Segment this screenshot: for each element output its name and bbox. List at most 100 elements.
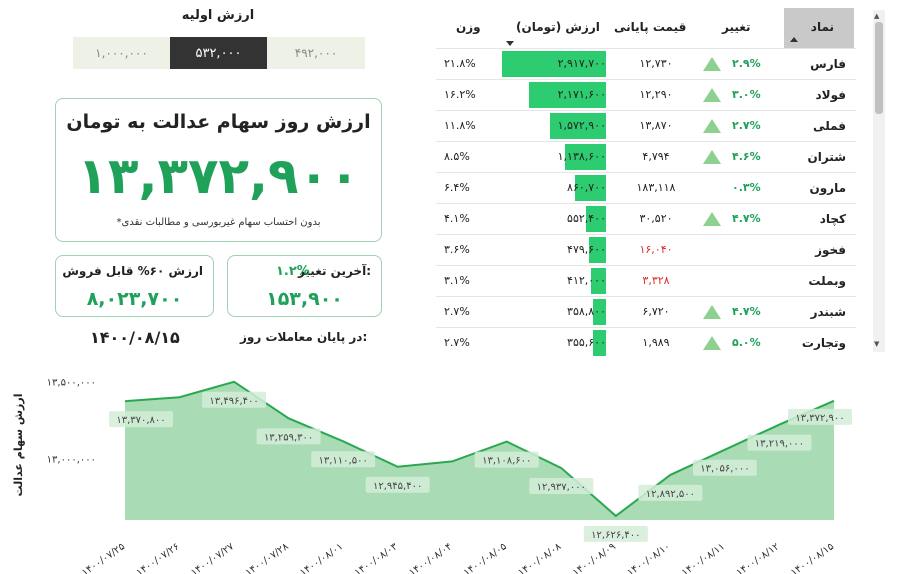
data-label: ۱۲,۹۴۵,۴۰۰ [373, 481, 422, 492]
data-label-box [256, 428, 321, 445]
row-value: ۲,۹۱۷,۷۰۰ [557, 57, 606, 70]
x-tick-label: ۱۴۰۰/۰۸/۰۸ [516, 541, 564, 574]
row-symbol[interactable]: وبملت [808, 274, 846, 288]
data-label-box [788, 408, 852, 425]
data-label-box [109, 411, 173, 428]
data-label-box [692, 459, 757, 476]
trading-date: ۱۴۰۰/۰۸/۱۵ [90, 328, 180, 347]
y-tick-label: ۱۳,۰۰۰,۰۰۰ [47, 454, 96, 465]
row-change: ۴.۶% [732, 150, 761, 163]
row-value: ۳۵۸,۸۰۰ [567, 305, 606, 318]
row-weight: ۲.۷% [444, 305, 470, 318]
data-label: ۱۲,۶۲۶,۴۰۰ [591, 530, 640, 541]
x-tick-label: ۱۴۰۰/۰۷/۲۷ [189, 541, 237, 574]
up-arrow-icon [703, 212, 721, 226]
row-symbol[interactable]: مارون [809, 181, 846, 195]
row-value: ۱,۱۳۸,۶۰۰ [557, 150, 606, 163]
table-row[interactable]: ۳.۶% ۴۷۹,۶۰۰ ۱۶,۰۴۰ فخوز [436, 234, 856, 266]
row-weight: ۴.۱% [444, 212, 470, 225]
table-row[interactable]: ۳.۱% ۴۱۲,۰۰۰ ۳,۳۲۸ وبملت [436, 265, 856, 297]
data-label-box [638, 484, 703, 501]
header-weight[interactable]: وزن [456, 20, 481, 34]
row-price: ۱۸۳,۱۱۸ [636, 181, 676, 194]
table-row[interactable]: ۱۶.۲% ۲,۱۷۱,۶۰۰ ۱۲,۲۹۰ ۳.۰% فولاد [436, 79, 856, 111]
table-row[interactable]: ۴.۱% ۵۵۲,۴۰۰ ۳۰,۵۲۰ ۴.۷% کچاد [436, 203, 856, 235]
scroll-down-icon[interactable]: ▼ [874, 340, 880, 348]
row-change: ۴.۷% [732, 212, 761, 225]
row-price: ۱۲,۲۹۰ [639, 88, 673, 101]
holdings-table: وزن ارزش (تومان) قیمت پایانی تغییر نماد … [436, 8, 856, 356]
data-label-box [365, 476, 430, 493]
up-arrow-icon [703, 57, 721, 71]
row-weight: ۲۱.۸% [444, 57, 476, 70]
x-tick-label: ۱۴۰۰/۰۸/۰۳ [353, 541, 401, 574]
x-tick-label: ۱۴۰۰/۰۸/۰۴ [407, 541, 454, 574]
row-value-bar [565, 144, 606, 170]
table-row[interactable]: ۸.۵% ۱,۱۳۸,۶۰۰ ۴,۷۹۴ ۴.۶% شتران [436, 141, 856, 173]
row-value: ۵۵۲,۴۰۰ [567, 212, 606, 225]
row-value-bar [593, 330, 606, 356]
row-symbol[interactable]: کچاد [819, 212, 846, 226]
data-label: ۱۳,۴۹۶,۴۰۰ [209, 396, 258, 407]
row-value-bar [591, 268, 606, 294]
initial-value-option-532000[interactable]: ۵۳۲,۰۰۰ [170, 37, 267, 69]
x-tick-label: ۱۴۰۰/۰۸/۰۵ [462, 541, 509, 574]
up-arrow-icon [703, 305, 721, 319]
row-value-bar [586, 206, 606, 232]
x-tick-label: ۱۴۰۰/۰۸/۰۱ [298, 541, 345, 574]
data-label-box [474, 451, 539, 468]
daily-value-card: ارزش روز سهام عدالت به تومان ۱۳,۳۷۲,۹۰۰ … [55, 98, 382, 242]
row-change: ۵.۰% [732, 336, 761, 349]
x-tick-label: ۱۴۰۰/۰۸/۱۵ [789, 541, 836, 574]
row-change: ۲.۷% [732, 119, 761, 132]
table-row[interactable]: ۶.۴% ۸۶۰,۷۰۰ ۱۸۳,۱۱۸ ۰.۳% مارون [436, 172, 856, 204]
initial-value-option-1000000[interactable]: ۱,۰۰۰,۰۰۰ [73, 37, 170, 69]
row-symbol[interactable]: فخوز [815, 243, 846, 257]
row-price: ۶,۷۲۰ [642, 305, 670, 318]
table-row[interactable]: ۱۱.۸% ۱,۵۷۲,۹۰۰ ۱۳,۸۷۰ ۲.۷% فملی [436, 110, 856, 142]
table-row[interactable]: ۲۱.۸% ۲,۹۱۷,۷۰۰ ۱۲,۷۳۰ ۲.۹% فارس [436, 48, 856, 80]
table-scrollbar-thumb[interactable] [875, 22, 883, 114]
row-price: ۴,۷۹۴ [642, 150, 670, 163]
data-label: ۱۳,۲۱۹,۰۰۰ [755, 439, 804, 450]
data-label: ۱۳,۱۱۰,۵۰۰ [318, 455, 367, 466]
row-weight: ۸.۵% [444, 150, 470, 163]
row-value: ۱,۵۷۲,۹۰۰ [557, 119, 606, 132]
row-value: ۸۶۰,۷۰۰ [567, 181, 606, 194]
last-change-percent: ۱.۲% [276, 264, 310, 279]
row-symbol[interactable]: فملی [813, 119, 846, 133]
row-value-bar [502, 51, 606, 77]
row-price: ۱۲,۷۳۰ [639, 57, 673, 70]
sort-asc-icon [790, 37, 798, 42]
header-price[interactable]: قیمت پایانی [614, 20, 687, 34]
table-row[interactable]: ۲.۷% ۳۵۸,۸۰۰ ۶,۷۲۰ ۴.۷% شبندر [436, 296, 856, 328]
data-label-box [529, 478, 594, 495]
row-change: ۳.۰% [732, 88, 761, 101]
row-symbol[interactable]: فارس [810, 57, 846, 71]
x-tick-label: ۱۴۰۰/۰۸/۱۰ [625, 541, 672, 574]
row-price: ۳۰,۵۲۰ [639, 212, 673, 225]
data-label-box [311, 451, 376, 468]
row-symbol[interactable]: شتران [807, 150, 846, 164]
initial-value-option-492000[interactable]: ۴۹۲,۰۰۰ [267, 37, 365, 69]
row-symbol[interactable]: وتجارت [801, 336, 846, 350]
row-price: ۱۶,۰۴۰ [639, 243, 673, 256]
row-price: ۱۳,۸۷۰ [639, 119, 673, 132]
table-row[interactable]: ۲.۷% ۳۵۵,۶۰۰ ۱,۹۸۹ ۵.۰% وتجارت [436, 327, 856, 359]
scroll-up-icon[interactable]: ▲ [874, 12, 880, 20]
daily-value: ۱۳,۳۷۲,۹۰۰ [77, 147, 360, 205]
row-weight: ۳.۱% [444, 274, 470, 287]
header-value[interactable]: ارزش (تومان) [516, 20, 600, 34]
row-weight: ۱۶.۲% [444, 88, 476, 101]
header-symbol[interactable]: نماد [784, 8, 854, 48]
data-label: ۱۳,۳۷۰,۸۰۰ [116, 415, 165, 426]
row-symbol[interactable]: فولاد [815, 88, 846, 102]
header-change[interactable]: تغییر [722, 20, 751, 34]
row-value-bar [550, 113, 606, 139]
data-label: ۱۲,۸۹۲,۵۰۰ [646, 489, 695, 500]
x-tick-label: ۱۴۰۰/۰۷/۲۶ [135, 541, 182, 574]
row-value: ۴۷۹,۶۰۰ [567, 243, 606, 256]
x-tick-label: ۱۴۰۰/۰۸/۱۱ [680, 541, 727, 574]
row-value-bar [575, 175, 606, 201]
row-symbol[interactable]: شبندر [810, 305, 846, 319]
